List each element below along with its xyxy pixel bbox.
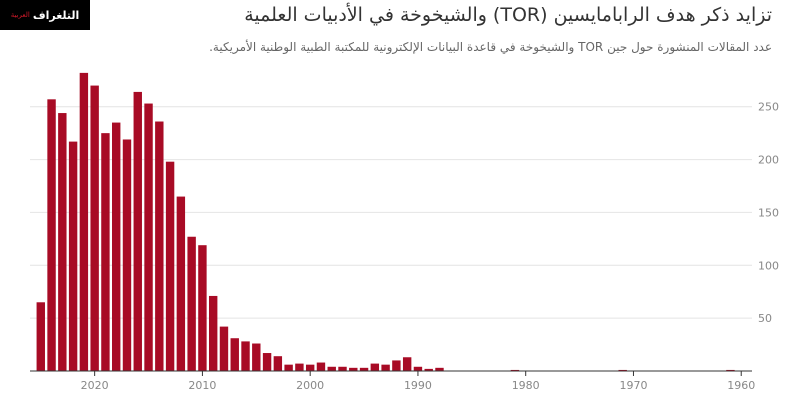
bar	[726, 369, 735, 371]
y-tick-label: 250	[758, 101, 779, 114]
chart-title: تزايد ذكر هدف الرابامايسين (TOR) والشيخو…	[244, 4, 772, 26]
y-tick-label: 50	[758, 312, 772, 325]
bar	[252, 343, 261, 371]
bar	[618, 369, 627, 371]
chart-subtitle: عدد المقالات المنشورة حول جين TOR والشيخ…	[209, 40, 772, 54]
bar	[144, 103, 153, 372]
bar	[241, 341, 250, 371]
bar	[359, 367, 369, 371]
bar	[402, 357, 412, 371]
bar	[133, 91, 142, 372]
bar	[510, 369, 520, 371]
bar	[327, 366, 336, 371]
bar	[295, 363, 304, 371]
bar	[349, 367, 358, 371]
bar	[273, 356, 283, 371]
bar	[262, 353, 272, 371]
y-tick-label: 200	[758, 154, 779, 167]
bar	[381, 364, 390, 371]
bar	[79, 72, 89, 371]
bar	[165, 161, 175, 371]
x-tick-label: 1970	[619, 379, 647, 392]
bar	[176, 196, 186, 371]
bar	[155, 121, 164, 371]
y-axis-ticks: 50 100 150 200 250	[758, 101, 779, 325]
bar	[58, 113, 67, 372]
bar	[47, 99, 56, 372]
x-tick-label: 2000	[296, 379, 324, 392]
bar	[305, 364, 315, 371]
bar	[316, 362, 326, 371]
bar	[36, 302, 45, 371]
bar	[230, 338, 239, 371]
bar	[284, 364, 293, 371]
logo-sub-text: العربية	[10, 11, 30, 19]
bar	[198, 245, 207, 371]
bar	[392, 360, 401, 371]
bar	[112, 122, 121, 371]
bar	[435, 367, 444, 371]
logo-main-text: التلغراف	[32, 8, 80, 22]
bar	[101, 133, 110, 371]
x-tick-label: 1990	[404, 379, 432, 392]
bar	[122, 139, 132, 371]
bar	[208, 295, 218, 371]
bar	[187, 236, 196, 371]
bar	[413, 366, 423, 371]
bar	[68, 141, 78, 371]
y-tick-label: 100	[758, 259, 779, 272]
x-tick-label: 2020	[81, 379, 109, 392]
x-axis-ticks: 2020 2010 2000 1990 1980 1970 1960	[81, 371, 755, 392]
bar	[219, 326, 229, 371]
x-tick-label: 2010	[188, 379, 216, 392]
telegraph-logo[interactable]: التلغراف العربية	[0, 0, 90, 30]
x-tick-label: 1980	[512, 379, 540, 392]
bar	[90, 85, 99, 372]
y-tick-label: 150	[758, 206, 779, 219]
bar	[424, 368, 433, 371]
bars	[36, 72, 735, 372]
x-tick-label: 1960	[727, 379, 755, 392]
bar	[338, 366, 347, 371]
bar	[370, 363, 380, 371]
